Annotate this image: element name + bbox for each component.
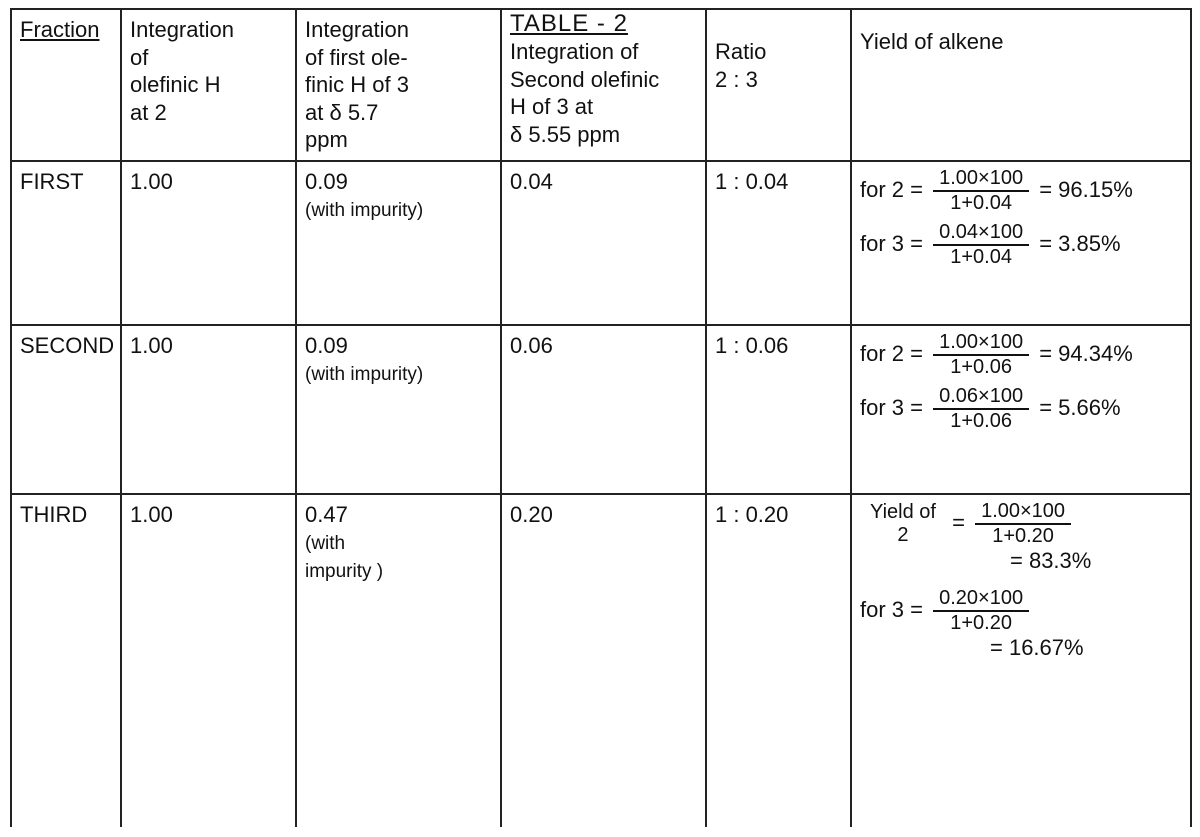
row1-int3a: 0.09 (with impurity) (296, 161, 501, 325)
table-row: SECOND 1.00 0.09 (with impurity) 0.06 1 … (11, 325, 1191, 494)
row3-y2-lhs-a: Yield of (864, 502, 942, 524)
row2-y2-num: 1.00×100 (933, 332, 1029, 356)
h2-l3: olefinic H (130, 72, 220, 97)
h3-l3: finic H of 3 (305, 72, 409, 97)
row3-int2: 1.00 (121, 494, 296, 827)
row2-y2-res: = 94.34% (1039, 340, 1133, 365)
row3-yield3: for 3 = 0.20×100 1+0.20 = 16.67% (860, 588, 1182, 662)
table-row: THIRD 1.00 0.47 (with impurity ) 0.20 1 … (11, 494, 1191, 827)
row2-yield: for 2 = 1.00×100 1+0.06 = 94.34% for 3 =… (851, 325, 1191, 494)
row3-y3-num: 0.20×100 (933, 588, 1029, 612)
row2-int3a-val: 0.09 (305, 333, 348, 358)
row2-int3a: 0.09 (with impurity) (296, 325, 501, 494)
h6: Yield of alkene (860, 29, 1004, 54)
row1-y2-frac: 1.00×100 1+0.04 (933, 168, 1029, 214)
row2-y3-res: = 5.66% (1039, 394, 1120, 419)
row1-y2-num: 1.00×100 (933, 168, 1029, 192)
header-col5: Ratio 2 : 3 (706, 9, 851, 161)
row1-y3-frac: 0.04×100 1+0.04 (933, 222, 1029, 268)
row1-y3-num: 0.04×100 (933, 222, 1029, 246)
h2-l2: of (130, 45, 148, 70)
row3-y2-res: = 83.3% (1010, 548, 1091, 573)
row3-yield2: Yield of 2 = 1.00×100 1+0.20 = 83.3% (860, 501, 1182, 575)
row2-int3a-note: (with impurity) (305, 364, 423, 385)
row1-y2-res: = 96.15% (1039, 176, 1133, 201)
row3-y2-frac: 1.00×100 1+0.20 (975, 501, 1071, 547)
row2-ratio: 1 : 0.06 (706, 325, 851, 494)
h4-l3: H of 3 at (510, 94, 593, 119)
row2-int3b: 0.06 (501, 325, 706, 494)
row3-int3a: 0.47 (with impurity ) (296, 494, 501, 827)
h2-l1: Integration (130, 17, 234, 42)
row1-int3a-note: (with impurity) (305, 200, 423, 221)
table-title: TABLE - 2 (510, 10, 628, 38)
row2-y3-frac: 0.06×100 1+0.06 (933, 386, 1029, 432)
row3-y3-frac: 0.20×100 1+0.20 (933, 588, 1029, 634)
row1-ratio: 1 : 0.04 (706, 161, 851, 325)
row2-y3-num: 0.06×100 (933, 386, 1029, 410)
row2-yield3: for 3 = 0.06×100 1+0.06 = 5.66% (860, 386, 1182, 432)
row2-y3-lhs: for 3 = (860, 394, 923, 419)
row3-y3-den: 1+0.20 (933, 612, 1029, 634)
row2-label: SECOND (11, 325, 121, 494)
row3-y2-eq: = (952, 509, 965, 534)
row2-y3-den: 1+0.06 (933, 410, 1029, 432)
row3-label: THIRD (11, 494, 121, 827)
row1-y2-den: 1+0.04 (933, 192, 1029, 214)
row3-y2-num: 1.00×100 (975, 501, 1071, 525)
h2-l4: at 2 (130, 100, 167, 125)
h3-l4: at δ 5.7 (305, 100, 378, 125)
row3-int3a-note: (with (305, 533, 345, 554)
row3-int3a-val: 0.47 (305, 502, 348, 527)
row1-y3-den: 1+0.04 (933, 246, 1029, 268)
row1-int2: 1.00 (121, 161, 296, 325)
row3-y3-lhs: for 3 = (860, 597, 923, 622)
row3-ratio: 1 : 0.20 (706, 494, 851, 827)
row3-y2-den: 1+0.20 (975, 525, 1071, 547)
row3-y2-lhs-b: 2 (864, 524, 942, 546)
h4-l2: Second olefinic (510, 67, 659, 92)
row1-y3-lhs: for 3 = (860, 230, 923, 255)
row1-label: FIRST (11, 161, 121, 325)
header-fraction-text: Fraction (20, 16, 99, 44)
row2-y2-den: 1+0.06 (933, 356, 1029, 378)
h3-l2: of first ole- (305, 45, 408, 70)
row2-y2-lhs: for 2 = (860, 340, 923, 365)
header-col2: Integration of olefinic H at 2 (121, 9, 296, 161)
row1-yield2: for 2 = 1.00×100 1+0.04 = 96.15% (860, 168, 1182, 214)
h3-l1: Integration (305, 17, 409, 42)
row2-y2-frac: 1.00×100 1+0.06 (933, 332, 1029, 378)
row2-yield2: for 2 = 1.00×100 1+0.06 = 94.34% (860, 332, 1182, 378)
h5-l1: Ratio (715, 39, 766, 64)
row3-int3b: 0.20 (501, 494, 706, 827)
row1-int3b: 0.04 (501, 161, 706, 325)
header-col6: Yield of alkene (851, 9, 1191, 161)
header-fraction: Fraction (11, 9, 121, 161)
h3-l5: ppm (305, 127, 348, 152)
row2-int2: 1.00 (121, 325, 296, 494)
row1-yield: for 2 = 1.00×100 1+0.04 = 96.15% for 3 =… (851, 161, 1191, 325)
header-col3: Integration of first ole- finic H of 3 a… (296, 9, 501, 161)
row3-y3-res: = 16.67% (990, 635, 1084, 660)
row1-yield3: for 3 = 0.04×100 1+0.04 = 3.85% (860, 222, 1182, 268)
h4-l1: Integration of (510, 39, 638, 64)
data-table: Fraction Integration of olefinic H at 2 … (10, 8, 1192, 827)
row1-y3-res: = 3.85% (1039, 230, 1120, 255)
row3-yield: Yield of 2 = 1.00×100 1+0.20 = 83.3% for… (851, 494, 1191, 827)
table-row: FIRST 1.00 0.09 (with impurity) 0.04 1 :… (11, 161, 1191, 325)
row3-int3a-note2: impurity ) (305, 561, 383, 582)
row1-y2-lhs: for 2 = (860, 176, 923, 201)
row1-int3a-val: 0.09 (305, 169, 348, 194)
h4-l4: δ 5.55 ppm (510, 122, 620, 147)
h5-l2: 2 : 3 (715, 67, 758, 92)
